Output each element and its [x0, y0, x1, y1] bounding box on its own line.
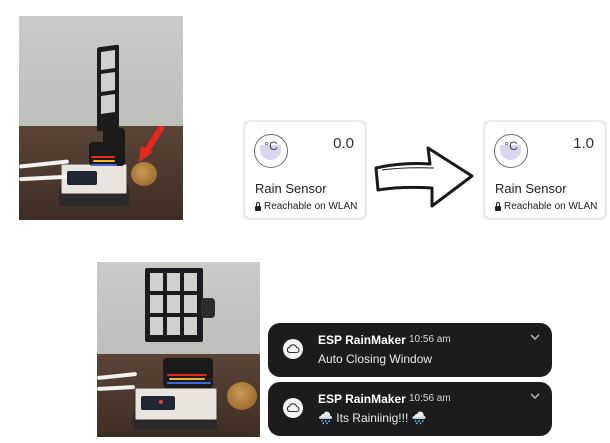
device-name: Rain Sensor: [495, 181, 567, 196]
cloud-icon: [283, 339, 303, 359]
notification-time: 10:56 am: [409, 393, 451, 404]
sensor-value: 0.0: [333, 135, 354, 152]
lock-icon: [495, 201, 501, 211]
lock-icon: [255, 201, 261, 211]
window-frame: [145, 268, 203, 342]
notification-message: Auto Closing Window: [318, 352, 433, 366]
connection-status: Reachable on WLAN: [255, 201, 357, 212]
cloud-icon: [283, 398, 303, 418]
window-frame: [97, 44, 119, 132]
notification-time: 10:56 am: [409, 334, 451, 345]
device-name: Rain Sensor: [255, 181, 327, 196]
device-card-rain-sensor-before[interactable]: °C 0.0 Rain Sensor Reachable on WLAN: [245, 122, 365, 218]
connection-status-label: Reachable on WLAN: [264, 201, 358, 212]
connection-status: Reachable on WLAN: [495, 201, 597, 212]
sensor-value: 1.0: [573, 135, 594, 152]
notification-raining[interactable]: ESP RainMaker 10:56 am 🌧️ Its Rainiinig!…: [268, 382, 552, 436]
notification-app-name: ESP RainMaker: [318, 333, 406, 347]
rain-sensor-pad: [131, 162, 157, 186]
notification-app-name: ESP RainMaker: [318, 392, 406, 406]
notification-auto-closing[interactable]: ESP RainMaker 10:56 am Auto Closing Wind…: [268, 323, 552, 377]
transition-arrow-icon: [374, 146, 474, 208]
device-card-rain-sensor-after[interactable]: °C 1.0 Rain Sensor Reachable on WLAN: [485, 122, 605, 218]
chevron-down-icon[interactable]: [530, 392, 540, 400]
chevron-down-icon[interactable]: [530, 333, 540, 341]
rain-sensor-pad: [227, 382, 257, 410]
connection-status-label: Reachable on WLAN: [504, 201, 598, 212]
thermometer-dial-icon: °C: [494, 134, 528, 168]
photo-window-open: [19, 16, 183, 220]
photo-window-closed: [97, 262, 260, 437]
pointer-arrow-icon: [139, 126, 164, 162]
thermometer-dial-icon: °C: [254, 134, 288, 168]
notification-message: 🌧️ Its Rainiinig!!! 🌧️: [318, 411, 427, 425]
